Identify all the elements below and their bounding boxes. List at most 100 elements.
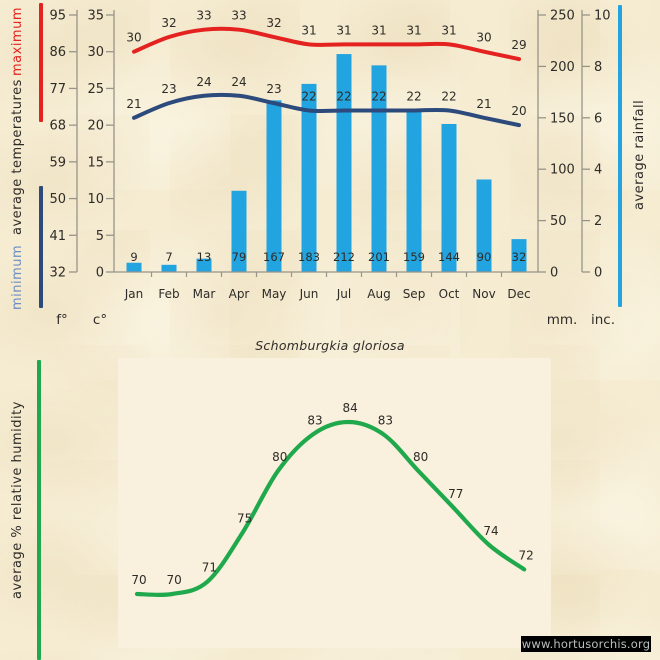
axis-tick-label: 8 (594, 60, 602, 75)
minimum-temperature-value: 20 (511, 104, 526, 118)
axis-tick-label: 41 (49, 229, 66, 244)
axis-tick-label: 150 (550, 111, 575, 126)
axis-tick-label: 200 (550, 60, 575, 75)
humidity-value: 84 (343, 401, 358, 415)
minimum-temperature-value: 22 (406, 89, 421, 103)
rainfall-bar-Jul (336, 54, 352, 273)
rainfall-bar-Feb (161, 264, 177, 272)
maximum-temperature-value: 30 (476, 31, 491, 45)
axis-tick-label: 59 (49, 155, 66, 170)
rainfall-bar-May (266, 100, 282, 272)
rainfall-bar-Oct (441, 123, 457, 272)
rainfall-bar-Sep (406, 108, 422, 272)
watermark: www.hortusorchis.org (521, 636, 651, 652)
maximum-temperature-value: 32 (161, 16, 176, 30)
month-label: Jun (299, 287, 319, 301)
month-label: Feb (158, 287, 179, 301)
month-label: Apr (229, 287, 250, 301)
rainfall-bar-Jun (301, 83, 317, 272)
humidity-plot-background (118, 358, 551, 648)
humidity-value: 70 (167, 573, 182, 587)
millimeters-unit-label: mm. (546, 312, 578, 328)
axis-tick-label: 0 (96, 266, 104, 281)
minimum-temperature-value: 23 (266, 82, 281, 96)
month-label: Mar (193, 287, 216, 301)
humidity-value: 74 (483, 524, 498, 538)
minimum-temperature-value: 24 (196, 75, 211, 89)
rainfall-bar-Apr (231, 190, 247, 272)
maximum-temperature-value: 31 (441, 23, 456, 37)
minimum-temperature-line (132, 92, 521, 128)
month-label: Sep (403, 287, 426, 301)
maximum-temperature-value: 31 (336, 23, 351, 37)
axis-tick-label: 0 (550, 266, 558, 281)
axis-tick-label: 5 (96, 229, 104, 244)
month-label: Nov (472, 287, 495, 301)
rainfall-value: 183 (298, 250, 320, 264)
rainfall-value: 159 (403, 250, 425, 264)
rainfall-bar-Nov (476, 179, 492, 272)
species-title: Schomburgkia gloriosa (255, 338, 405, 353)
maximum-legend-bar (39, 3, 43, 122)
maximum-temperature-value: 31 (406, 23, 421, 37)
minimum-temperature-value: 22 (301, 89, 316, 103)
humidity-value: 77 (448, 487, 463, 501)
axis-tick-label: 68 (49, 119, 66, 134)
rainfall-value: 167 (263, 250, 285, 264)
humidity-value: 75 (237, 512, 252, 526)
rainfall-bar-Dec (511, 239, 527, 272)
minimum-temperature-value: 24 (231, 75, 246, 89)
inches-unit-label: inc. (590, 312, 616, 328)
axis-tick-label: 0 (594, 266, 602, 281)
axis-tick-label: 95 (49, 9, 66, 24)
rainfall-bar-Jan (126, 262, 142, 272)
maximum-temperature-line (132, 26, 521, 62)
maximum-temperature-value: 33 (196, 9, 211, 23)
axis-tick-label: 100 (550, 163, 575, 178)
rainfall-value: 79 (232, 250, 247, 264)
humidity-chart: 70 70 71 75 80 83 84 83 80 77 74 72 (118, 358, 551, 648)
rainfall-value: 201 (368, 250, 390, 264)
rainfall-value: 212 (333, 250, 355, 264)
month-label: May (262, 287, 287, 301)
minimum-temperature-value: 23 (161, 82, 176, 96)
maximum-temperature-value: 31 (371, 23, 386, 37)
humidity-value: 71 (202, 561, 217, 575)
minimum-temperature-value: 22 (371, 89, 386, 103)
minimum-legend-bar (39, 186, 43, 308)
maximum-temperature-value: 29 (511, 38, 526, 52)
axis-tick-label: 10 (87, 192, 104, 207)
rainfall-value: 13 (197, 250, 212, 264)
humidity-line (134, 419, 527, 597)
rainfall-bar-Mar (196, 258, 212, 272)
rainfall-bar-Aug (371, 65, 387, 272)
maximum-temperature-value: 32 (266, 16, 281, 30)
month-label: Jan (124, 287, 144, 301)
maximum-temperature-value: 30 (126, 31, 141, 45)
axis-tick-label: 32 (49, 266, 66, 281)
month-label: Aug (367, 287, 390, 301)
humidity-value: 83 (378, 413, 393, 427)
humidity-value: 80 (413, 450, 428, 464)
celsius-unit-label: c° (92, 312, 108, 328)
axis-tick-label: 50 (49, 192, 66, 207)
axis-tick-label: 50 (550, 214, 567, 229)
axis-tick-label: 6 (594, 111, 602, 126)
axis-tick-label: 2 (594, 214, 602, 229)
humidity-value: 72 (519, 548, 534, 562)
humidity-value: 70 (131, 573, 146, 587)
axis-tick-label: 10 (594, 9, 611, 24)
axis-tick-label: 77 (49, 82, 66, 97)
rainfall-value: 9 (130, 250, 137, 264)
minimum-temperature-value: 21 (476, 97, 491, 111)
axis-tick-label: 35 (87, 9, 104, 24)
minimum-temperature-value: 22 (336, 89, 351, 103)
rainfall-value: 7 (165, 250, 172, 264)
humidity-value: 83 (307, 413, 322, 427)
temperature-rainfall-chart: 9586776859504132353025201510502502001501… (49, 9, 611, 302)
rainfall-value: 90 (477, 250, 492, 264)
month-label: Oct (439, 287, 460, 301)
maximum-temperature-value: 31 (301, 23, 316, 37)
humidity-legend-bar (37, 360, 41, 660)
